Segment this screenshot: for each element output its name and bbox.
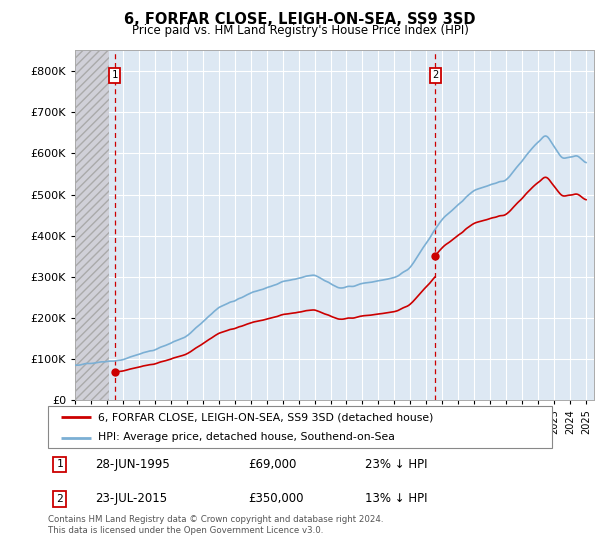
Text: 6, FORFAR CLOSE, LEIGH-ON-SEA, SS9 3SD (detached house): 6, FORFAR CLOSE, LEIGH-ON-SEA, SS9 3SD (…: [98, 412, 434, 422]
Text: Price paid vs. HM Land Registry's House Price Index (HPI): Price paid vs. HM Land Registry's House …: [131, 24, 469, 36]
Text: 2: 2: [56, 494, 63, 504]
Text: 13% ↓ HPI: 13% ↓ HPI: [365, 492, 427, 505]
Text: 1: 1: [56, 459, 63, 469]
Text: £350,000: £350,000: [248, 492, 304, 505]
Text: 1: 1: [112, 70, 118, 80]
Text: 6, FORFAR CLOSE, LEIGH-ON-SEA, SS9 3SD: 6, FORFAR CLOSE, LEIGH-ON-SEA, SS9 3SD: [124, 12, 476, 27]
Text: 23-JUL-2015: 23-JUL-2015: [95, 492, 167, 505]
Text: 23% ↓ HPI: 23% ↓ HPI: [365, 458, 427, 471]
Text: £69,000: £69,000: [248, 458, 297, 471]
FancyBboxPatch shape: [48, 406, 552, 448]
Text: 2: 2: [432, 70, 439, 80]
Text: HPI: Average price, detached house, Southend-on-Sea: HPI: Average price, detached house, Sout…: [98, 432, 395, 442]
Text: 28-JUN-1995: 28-JUN-1995: [95, 458, 170, 471]
Text: Contains HM Land Registry data © Crown copyright and database right 2024.
This d: Contains HM Land Registry data © Crown c…: [48, 515, 383, 535]
